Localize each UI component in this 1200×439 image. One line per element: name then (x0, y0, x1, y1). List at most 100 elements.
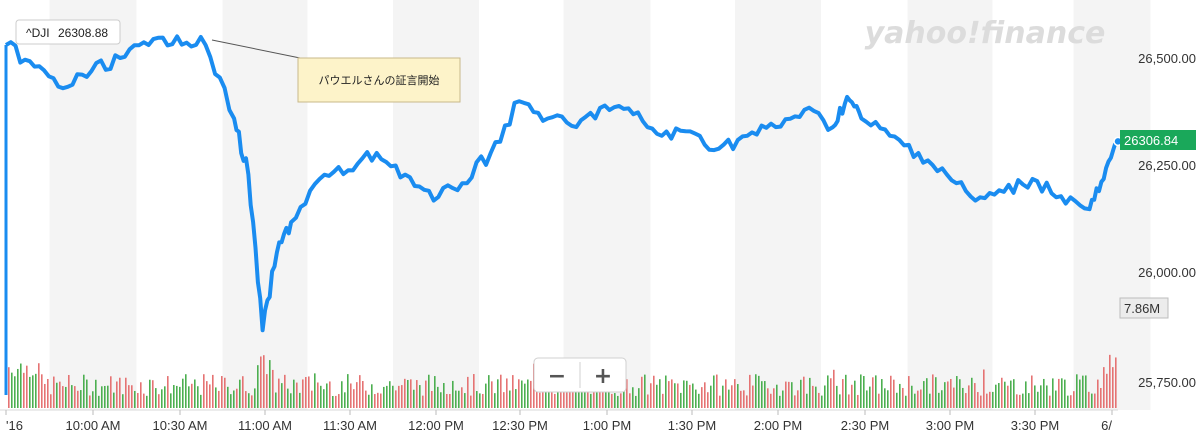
volume-bar (458, 390, 460, 408)
volume-bar (740, 390, 742, 408)
x-tick-label: 12:00 PM (408, 418, 464, 433)
volume-bar (146, 395, 148, 408)
volume-bar (797, 390, 799, 408)
volume-bar (1055, 390, 1057, 408)
volume-bar (1052, 378, 1054, 408)
volume-bar (905, 395, 907, 408)
volume-bar (665, 375, 667, 408)
volume-bar (11, 372, 13, 408)
volume-bar (662, 393, 664, 408)
volume-bar (215, 387, 217, 408)
volume-bar (89, 395, 91, 408)
volume-bar (53, 376, 55, 408)
volume-bar (578, 388, 580, 408)
volume-bar (731, 385, 733, 408)
volume-bar (284, 374, 286, 408)
volume-bar (119, 377, 121, 408)
volume-bar (923, 381, 925, 408)
volume-bar (980, 395, 982, 408)
volume-bar (365, 390, 367, 408)
volume-bar (329, 381, 331, 408)
volume-bar (536, 385, 538, 408)
volume-bar (431, 390, 433, 408)
volume-bar (422, 395, 424, 408)
volume-bar (386, 385, 388, 408)
volume-bar (596, 378, 598, 408)
volume-bar (821, 395, 823, 408)
volume-bar (707, 392, 709, 408)
volume-bar (1091, 393, 1093, 408)
volume-bar (221, 376, 223, 408)
volume-bar (140, 382, 142, 408)
volume-bar (827, 375, 829, 408)
volume-bar (77, 390, 79, 408)
volume-bar (1085, 375, 1087, 408)
volume-bar (362, 381, 364, 408)
volume-bar (767, 388, 769, 408)
volume-bar (197, 386, 199, 408)
volume-bar (788, 381, 790, 408)
volume-bar (1094, 393, 1096, 408)
volume-bar (1073, 391, 1075, 408)
volume-bar (860, 374, 862, 408)
volume-bar (683, 380, 685, 408)
x-tick-label: 11:30 AM (323, 418, 377, 433)
volume-bar (515, 389, 517, 408)
volume-bar (902, 387, 904, 408)
volume-bar (50, 394, 52, 408)
volume-bar (764, 381, 766, 408)
volume-bar (866, 390, 868, 408)
volume-bar (974, 383, 976, 408)
volume-bar (926, 378, 928, 408)
volume-bar (893, 379, 895, 408)
volume-bar (158, 394, 160, 408)
volume-bar (557, 384, 559, 408)
x-tick-label: 1:30 PM (668, 418, 716, 433)
volume-bar (887, 390, 889, 408)
volume-bar (1001, 377, 1003, 408)
volume-bar (524, 383, 526, 408)
volume-bar (308, 376, 310, 408)
volume-bar (380, 393, 382, 408)
volume-bar (659, 379, 661, 408)
volume-bar (107, 385, 109, 408)
volume-bar (494, 393, 496, 408)
volume-bar (686, 380, 688, 408)
volume-bar (113, 392, 115, 408)
volume-bar (245, 391, 247, 408)
volume-bar (944, 382, 946, 408)
annotation-box (297, 57, 461, 103)
volume-bar (203, 374, 205, 408)
volume-bar (185, 374, 187, 408)
volume-bar (695, 389, 697, 408)
volume-bar (488, 375, 490, 408)
volume-bar (1007, 385, 1009, 408)
volume-bar (1061, 378, 1063, 408)
zoom-out-button[interactable]: − (535, 359, 579, 391)
volume-bar (227, 386, 229, 408)
volume-bar (995, 384, 997, 408)
volume-bar (392, 385, 394, 408)
volume-bar (890, 375, 892, 408)
volume-bar (800, 379, 802, 408)
zoom-in-button[interactable]: + (581, 359, 625, 391)
volume-bar (371, 384, 373, 408)
volume-bar (125, 377, 127, 408)
time-band (907, 0, 993, 410)
volume-bar (542, 390, 544, 408)
volume-bar (605, 377, 607, 408)
volume-bar (737, 384, 739, 408)
volume-bar (629, 393, 631, 408)
volume-bar (1016, 394, 1018, 408)
volume-bar (335, 395, 337, 408)
volume-bar (545, 392, 547, 408)
volume-bar (353, 389, 355, 408)
volume-bar (350, 383, 352, 408)
volume-bar (713, 375, 715, 408)
volume-bar (560, 377, 562, 408)
x-tick-label: 6/ (1101, 418, 1112, 433)
volume-bar (95, 379, 97, 408)
volume-bar (815, 386, 817, 408)
volume-bar (236, 388, 238, 408)
volume-bar (1046, 385, 1048, 408)
